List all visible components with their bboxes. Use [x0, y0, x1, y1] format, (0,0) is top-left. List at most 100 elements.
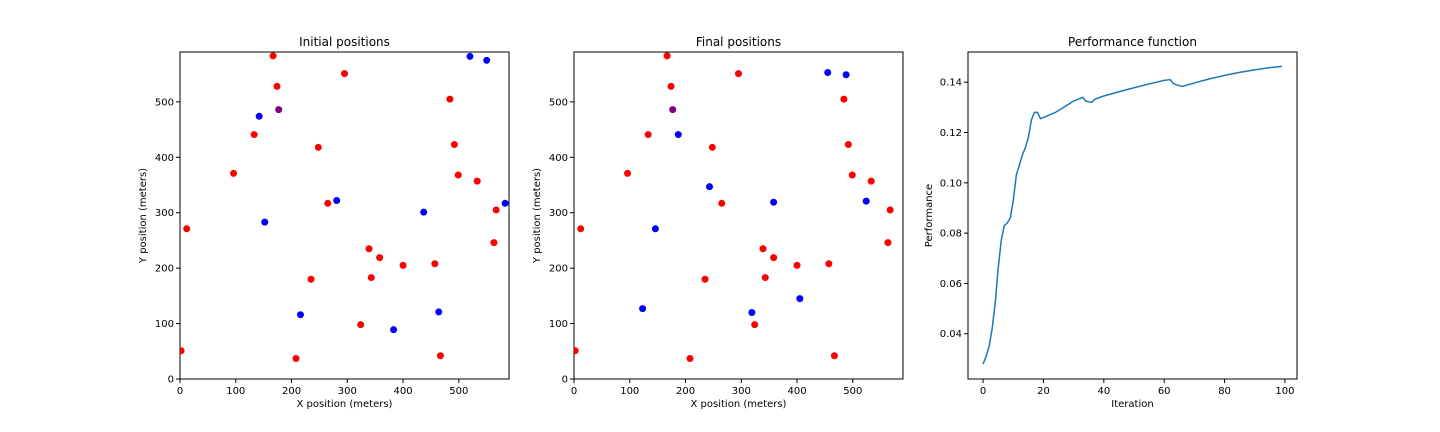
x-tick-label: 40 [1097, 386, 1110, 397]
purple-point [275, 106, 283, 114]
blue-point [674, 131, 682, 139]
blue-point [796, 295, 804, 303]
x-tick-label: 20 [1037, 386, 1050, 397]
red-point [770, 254, 778, 262]
data-marks [180, 52, 509, 362]
y-tick-label: 200 [549, 264, 568, 275]
x-tick-label: 60 [1158, 386, 1171, 397]
red-point [292, 354, 300, 362]
y-tick-label: 500 [549, 97, 568, 108]
red-point [273, 82, 281, 90]
y-tick-label: 0.12 [940, 128, 962, 139]
red-point [644, 131, 652, 139]
purple-point [669, 106, 677, 114]
red-point [793, 261, 801, 269]
red-point [884, 239, 892, 247]
y-tick-label: 0 [562, 375, 568, 386]
red-point [490, 239, 498, 247]
y-tick-label: 0.10 [940, 178, 962, 189]
blue-point [483, 56, 491, 64]
red-point [751, 321, 759, 329]
y-tick-label: 0.04 [940, 329, 962, 340]
red-point [314, 143, 322, 151]
red-point [577, 225, 585, 233]
red-point [450, 141, 458, 149]
final-positions-chart: Final positions 0 100 200 300 400 500 0 100 200 30… [532, 35, 904, 410]
red-point [365, 245, 373, 253]
x-tick-label: 300 [732, 386, 751, 397]
blue-point [390, 326, 398, 334]
blue-point [420, 208, 428, 216]
x-tick-label: 100 [620, 386, 639, 397]
x-tick-label: 100 [226, 386, 245, 397]
x-axis-label: Iteration [1111, 399, 1153, 410]
y-tick-label: 500 [155, 97, 174, 108]
red-point [399, 261, 407, 269]
red-point [492, 206, 500, 214]
red-point [830, 352, 838, 360]
x-axis-label: X position (meters) [297, 399, 393, 410]
red-point [867, 177, 875, 185]
x-tick-label: 200 [282, 386, 301, 397]
chart-title: Performance function [1068, 35, 1197, 49]
y-tick-label: 400 [155, 153, 174, 164]
performance-function-chart: Performance function 0 20 40 60 80 100 0.04 0.06… [924, 35, 1298, 410]
red-point [183, 225, 191, 233]
blue-point [651, 225, 659, 233]
blue-point [862, 197, 870, 205]
x-axis-label: X position (meters) [691, 399, 787, 410]
blue-point [333, 197, 341, 205]
red-point [735, 70, 742, 78]
initial-positions-chart: Initial positions 0 100 200 300 400 500 0 100 200… [138, 35, 510, 410]
blue-point [466, 52, 474, 60]
y-tick-label: 300 [549, 208, 568, 219]
x-tick-label: 100 [1275, 386, 1294, 397]
y-tick-label: 300 [155, 208, 174, 219]
data-marks [982, 65, 1282, 365]
red-point [848, 171, 856, 179]
plot-frame [179, 51, 510, 380]
red-point [825, 260, 833, 268]
y-axis-label: Y position (meters) [532, 168, 543, 264]
red-point [454, 171, 462, 179]
x-tick-label: 0 [177, 386, 183, 397]
red-point [341, 70, 348, 78]
red-point [230, 169, 238, 177]
red-point [708, 143, 716, 151]
red-point [180, 347, 185, 355]
x-tick-label: 200 [676, 386, 695, 397]
red-point [886, 206, 894, 214]
y-tick-label: 400 [549, 153, 568, 164]
plot-frame [967, 51, 1298, 380]
red-point [667, 82, 675, 90]
blue-point [824, 69, 832, 77]
red-point [718, 199, 726, 207]
red-point [269, 52, 277, 60]
x-tick-label: 0 [980, 386, 986, 397]
blue-point [261, 218, 269, 226]
red-point [357, 321, 365, 329]
x-tick-label: 400 [788, 386, 807, 397]
blue-point [748, 308, 756, 316]
x-tick-label: 500 [843, 386, 862, 397]
red-point [436, 352, 444, 360]
y-tick-label: 100 [549, 319, 568, 330]
blue-point [639, 305, 647, 313]
blue-point [501, 199, 509, 207]
red-point [446, 95, 454, 103]
performance-line [982, 65, 1282, 365]
red-point [701, 275, 709, 283]
red-point [324, 199, 332, 207]
y-axis-label: Y position (meters) [138, 168, 149, 264]
x-tick-label: 300 [338, 386, 357, 397]
red-point [761, 274, 769, 282]
plot-frame [573, 51, 904, 380]
red-point [686, 354, 694, 362]
red-point [840, 95, 848, 103]
chart-title: Initial positions [299, 35, 390, 49]
blue-point [435, 308, 443, 316]
blue-point [706, 183, 714, 191]
red-point [844, 141, 852, 149]
x-tick-label: 0 [571, 386, 577, 397]
